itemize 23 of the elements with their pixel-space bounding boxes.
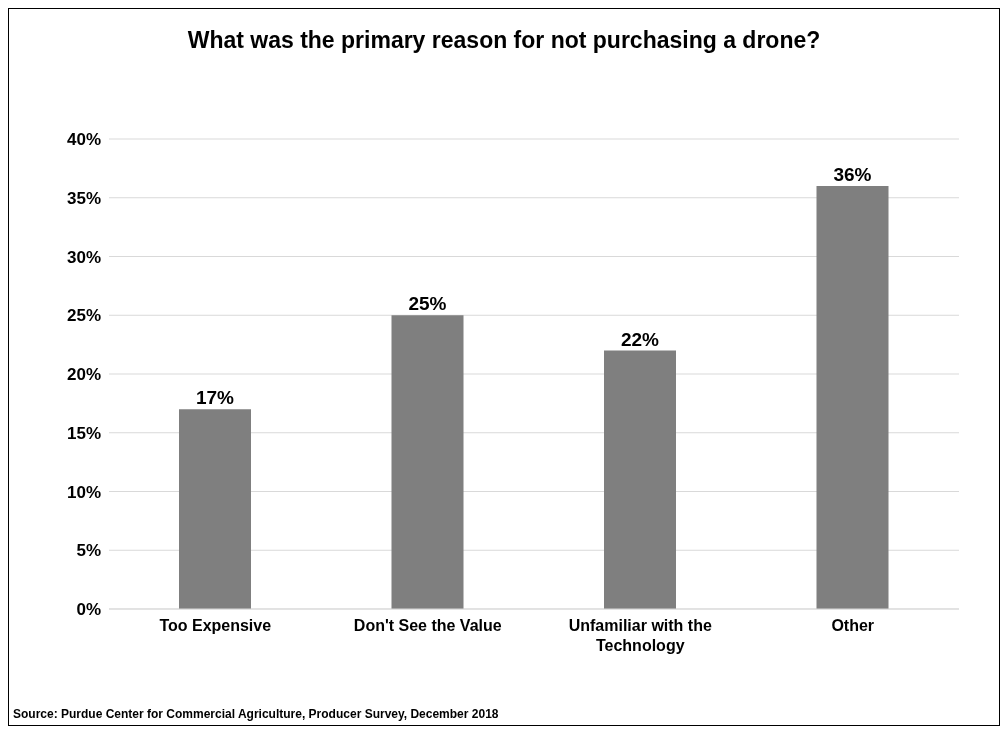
- y-tick-label: 5%: [76, 541, 101, 561]
- y-tick-label: 40%: [66, 130, 101, 150]
- y-tick-label: 0%: [76, 600, 101, 620]
- y-tick-label: 25%: [66, 306, 101, 326]
- y-tick-label: 30%: [66, 247, 101, 267]
- data-label: 25%: [408, 293, 447, 315]
- bar: [179, 409, 251, 609]
- y-tick-label: 10%: [66, 482, 101, 502]
- bar: [604, 350, 676, 609]
- y-tick-label: 15%: [66, 423, 101, 443]
- x-tick-label: Too Expensive: [159, 617, 272, 634]
- bar: [391, 315, 464, 609]
- y-tick-label: 35%: [66, 188, 101, 208]
- source-note: Source: Purdue Center for Commercial Agriculture, Producer Survey, December 2018: [13, 707, 499, 721]
- x-tick-label: Unfamiliar with the Technology: [568, 617, 712, 654]
- data-label: 17%: [195, 387, 235, 409]
- chart-title: What was the primary reason for not purchasing a drone?: [186, 26, 822, 55]
- x-tick-label: Don't See the Value: [353, 617, 502, 634]
- data-label: 22%: [620, 328, 660, 350]
- data-label: 36%: [833, 164, 872, 185]
- y-tick-label: 20%: [66, 365, 101, 385]
- x-tick-label: Other: [831, 617, 875, 634]
- bar: [816, 186, 889, 609]
